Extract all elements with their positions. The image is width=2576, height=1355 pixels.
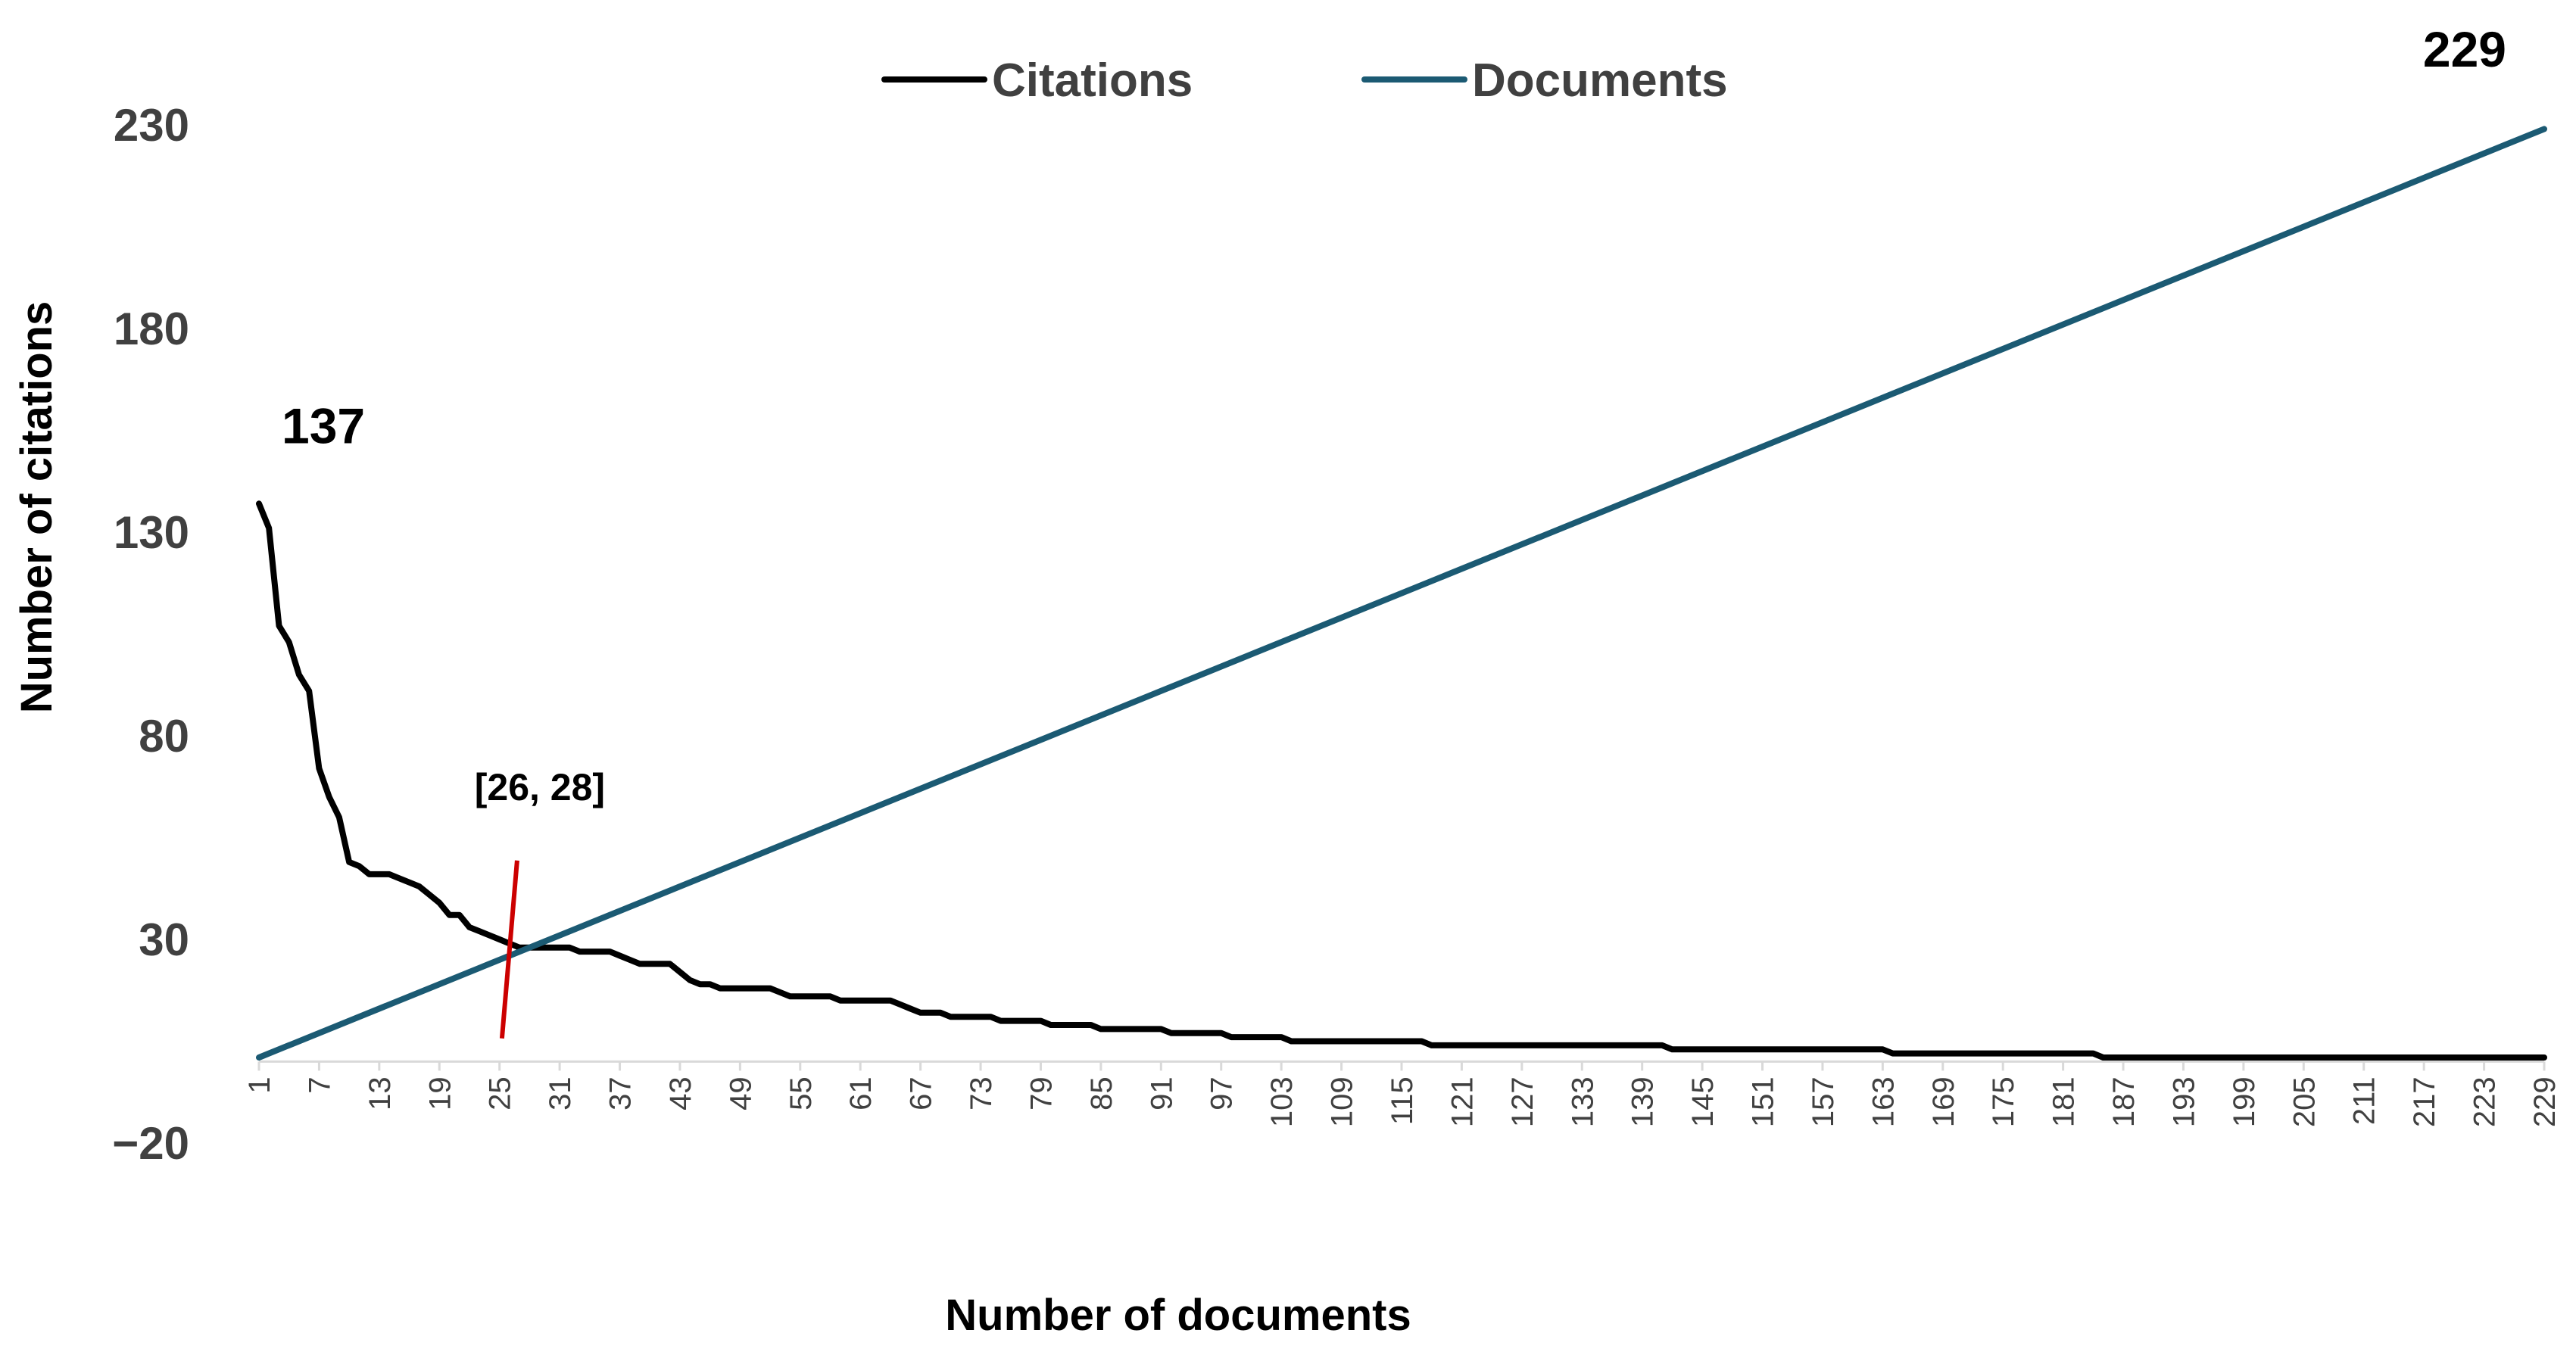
annotation-h-index-label: [26, 28] <box>475 766 605 808</box>
x-tick-label-139: 139 <box>1626 1076 1660 1127</box>
y-tick-label-130: 130 <box>114 507 189 558</box>
x-tick-label-175: 175 <box>1987 1076 2020 1127</box>
h-index-marker-line <box>499 860 519 1039</box>
x-tick-label-151: 151 <box>1747 1076 1780 1127</box>
legend-label-citations: Citations <box>992 55 1193 107</box>
x-tick-label-199: 199 <box>2228 1076 2261 1127</box>
x-tick-label-91: 91 <box>1145 1076 1178 1110</box>
y-tick-label--20: −20 <box>112 1118 189 1169</box>
x-tick-label-157: 157 <box>1807 1076 1840 1127</box>
y-tick-label-30: 30 <box>139 914 189 965</box>
x-tick-label-79: 79 <box>1024 1076 1058 1110</box>
x-tick-label-187: 187 <box>2107 1076 2141 1127</box>
x-tick-label-13: 13 <box>363 1076 397 1110</box>
x-tick-label-223: 223 <box>2468 1076 2502 1127</box>
x-tick-label-61: 61 <box>844 1076 878 1110</box>
x-tick-label-49: 49 <box>724 1076 757 1110</box>
legend-label-documents: Documents <box>1472 55 1728 107</box>
annotation-total-documents: 229 <box>2423 21 2506 77</box>
y-axis-title: Number of citations <box>12 301 61 714</box>
x-axis-title: Number of documents <box>945 1291 1411 1340</box>
x-tick-label-169: 169 <box>1927 1076 1960 1127</box>
x-tick-label-97: 97 <box>1205 1076 1239 1110</box>
x-tick-label-193: 193 <box>2167 1076 2200 1127</box>
x-tick-label-37: 37 <box>604 1076 638 1110</box>
x-tick-label-1: 1 <box>243 1076 276 1093</box>
x-tick-label-7: 7 <box>303 1076 336 1093</box>
x-tick-label-163: 163 <box>1867 1076 1900 1127</box>
x-tick-label-145: 145 <box>1686 1076 1720 1127</box>
x-tick-label-19: 19 <box>423 1076 457 1110</box>
x-tick-label-229: 229 <box>2528 1076 2562 1127</box>
x-tick-label-217: 217 <box>2408 1076 2441 1127</box>
x-tick-label-133: 133 <box>1566 1076 1599 1127</box>
x-tick-label-127: 127 <box>1506 1076 1539 1127</box>
x-tick-label-55: 55 <box>784 1076 818 1110</box>
x-tick-label-85: 85 <box>1085 1076 1118 1110</box>
y-tick-label-180: 180 <box>114 304 189 354</box>
x-tick-label-181: 181 <box>2047 1076 2081 1127</box>
y-tick-label-230: 230 <box>114 100 189 151</box>
x-tick-label-43: 43 <box>664 1076 697 1110</box>
x-tick-label-25: 25 <box>484 1076 517 1110</box>
x-tick-label-115: 115 <box>1386 1076 1419 1125</box>
x-tick-label-211: 211 <box>2348 1076 2381 1125</box>
x-tick-label-67: 67 <box>905 1076 938 1110</box>
x-tick-label-73: 73 <box>965 1076 998 1110</box>
series-line-documents <box>256 126 2547 1061</box>
x-tick-label-31: 31 <box>544 1076 577 1110</box>
series-line-citations <box>256 500 2547 1061</box>
annotation-max-citations: 137 <box>282 397 365 453</box>
x-tick-label-121: 121 <box>1445 1076 1479 1127</box>
y-tick-label-80: 80 <box>139 711 189 762</box>
x-tick-label-103: 103 <box>1265 1076 1299 1127</box>
x-tick-label-205: 205 <box>2288 1076 2321 1127</box>
x-tick-label-109: 109 <box>1326 1076 1359 1127</box>
